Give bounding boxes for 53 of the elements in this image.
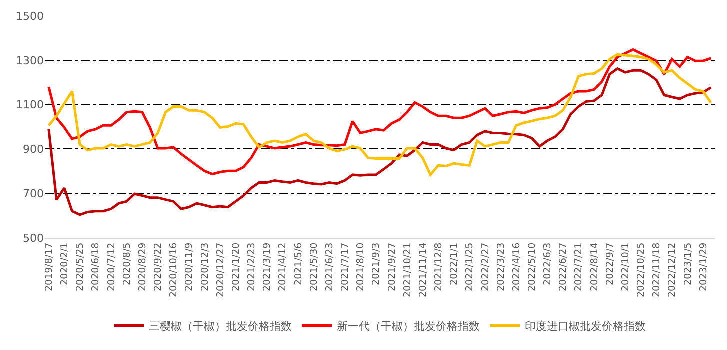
x-tick-label: 2020/2/1 <box>60 242 71 286</box>
x-tick-label: 2020/12/27 <box>215 242 226 298</box>
x-tick-label: 2021/11/14 <box>418 242 429 298</box>
x-tick-label: 2020/5/25 <box>75 242 86 292</box>
y-tick-label: 1500 <box>16 10 44 23</box>
x-tick-label: 2023/1/5 <box>682 242 694 286</box>
x-tick-label: 2022/1/25 <box>464 242 476 292</box>
x-tick-label: 2022/8/14 <box>589 242 600 292</box>
x-tick-label: 2021/12/8 <box>434 242 445 292</box>
y-tick-label: 700 <box>23 187 44 200</box>
x-tick-label: 2019/8/17 <box>44 242 55 292</box>
y-tick-label: 500 <box>23 232 44 245</box>
x-tick-label: 2020/10/16 <box>168 242 180 298</box>
y-tick-label: 1300 <box>16 54 44 68</box>
x-tick-label: 2020/6/18 <box>90 242 102 292</box>
legend-label: 新一代（干椒）批发价格指数 <box>337 320 480 334</box>
x-tick-label: 2022/11/18 <box>652 242 663 298</box>
x-tick-label: 2021/2/23 <box>246 242 258 292</box>
x-tick-label: 2021/9/27 <box>386 242 398 292</box>
x-tick-label: 2021/9/3 <box>371 242 382 286</box>
x-tick-label: 2020/7/12 <box>106 242 118 292</box>
x-tick-label: 2021/5/30 <box>308 242 320 292</box>
x-tick-label: 2021/7/17 <box>340 242 352 292</box>
x-tick-label: 2022/12/12 <box>667 242 678 298</box>
x-tick-label: 2020/8/5 <box>122 242 133 286</box>
x-tick-label: 2022/9/7 <box>604 242 616 286</box>
x-tick-label: 2022/1/1 <box>449 242 460 286</box>
x-tick-label: 2021/4/12 <box>278 242 289 292</box>
x-tick-label: 2022/6/27 <box>558 242 570 292</box>
x-tick-label: 2022/3/23 <box>496 242 507 292</box>
x-tick-label: 2022/10/1 <box>620 242 632 292</box>
legend-label: 三樱椒（干椒）批发价格指数 <box>149 320 292 334</box>
x-tick-label: 2020/12/3 <box>200 242 211 292</box>
y-tick-label: 1100 <box>16 98 44 112</box>
x-tick-label: 2020/8/29 <box>137 242 148 292</box>
x-tick-label: 2021/10/21 <box>402 242 414 298</box>
x-tick-label: 2022/10/25 <box>636 242 648 298</box>
legend-label: 印度进口椒批发价格指数 <box>525 320 646 334</box>
x-tick-label: 2021/5/6 <box>293 242 304 286</box>
x-tick-label: 2021/8/10 <box>356 242 367 292</box>
x-tick-label: 2020/11/9 <box>184 242 196 292</box>
x-tick-label: 2021/6/23 <box>324 242 336 292</box>
x-tick-label: 2022/7/21 <box>574 242 585 292</box>
x-tick-label: 2021/3/19 <box>262 242 274 292</box>
x-tick-label: 2022/5/10 <box>527 242 538 292</box>
x-tick-label: 2021/1/20 <box>230 242 242 292</box>
x-tick-label: 2020/9/22 <box>153 242 164 292</box>
line-series <box>48 68 712 216</box>
x-tick-label: 2022/2/27 <box>480 242 492 292</box>
x-tick-label: 2023/1/29 <box>698 242 710 292</box>
x-tick-label: 2022/4/16 <box>511 242 522 292</box>
x-tick-label: 2022/6/3 <box>542 242 554 286</box>
y-tick-label: 900 <box>23 143 44 156</box>
